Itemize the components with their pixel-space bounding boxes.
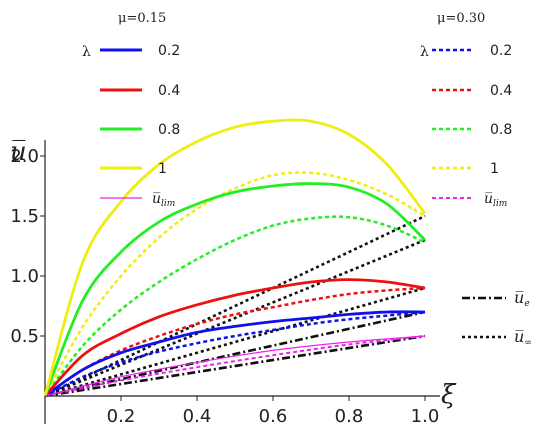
y-tick-label: 1.0 (10, 266, 39, 287)
series-line-mu030-0.8 (44, 215, 426, 397)
legend-lambda-symbol-mu015: λ (82, 44, 91, 60)
series-line-mu030-lim (44, 335, 426, 397)
series-line-mu015-0.2 (44, 310, 426, 398)
x-tick-label: 0.8 (335, 406, 364, 427)
x-tick-label: 0.6 (259, 406, 288, 427)
legend-label-015-02: 0.2 (158, 43, 180, 59)
series-line-mu030-0.2 (44, 310, 426, 398)
legend-title-mu030: μ=0.30 (437, 11, 485, 26)
series-line-mu030-1 (43, 171, 426, 397)
legend-label-030-04: 0.4 (490, 83, 512, 99)
x-tick-label: 0.4 (183, 406, 212, 427)
legend-label-030-1: 1 (490, 161, 499, 177)
legend-title-mu015: μ=0.15 (118, 11, 166, 26)
curves (43, 118, 427, 398)
legend-label-015-04: 0.4 (158, 83, 180, 99)
y-tick-label: 1.5 (10, 206, 39, 227)
series-line-mu015-1 (43, 118, 427, 397)
series-line-mu015-0.4 (43, 278, 426, 397)
legend-label-030-lim: u̅lim (484, 191, 507, 209)
y-tick-label: 0.5 (10, 326, 39, 347)
x-tick-label: 0.2 (107, 406, 136, 427)
series-line-ref-inf (44, 214, 426, 398)
x-tick-label: 1.0 (411, 406, 440, 427)
series-line-mu015-lim (44, 335, 426, 397)
axes: 0.2 0.4 0.6 0.8 1.0 0.5 1.0 1.5 2.0 ξ u̅ (10, 137, 457, 427)
y-axis-label: u̅ (10, 137, 27, 167)
legend-label-030-08: 0.8 (490, 122, 512, 138)
y-tick-label: 2.0 (10, 146, 39, 167)
series-line-mu015-0.8 (43, 182, 426, 397)
legend-label-015-1: 1 (158, 161, 167, 177)
legend-label-ref-e: u̅e (514, 288, 530, 309)
legend-label-015-08: 0.8 (158, 122, 180, 138)
series-line-ref-inf (44, 238, 426, 398)
x-axis-label: ξ (441, 380, 457, 410)
legends: μ=0.15 λ 0.2 0.4 0.8 1 u̅lim μ=0.30 λ 0.… (82, 11, 532, 348)
legend-lambda-symbol-mu030: λ (420, 44, 429, 60)
series-line-ref-e (44, 334, 426, 398)
legend-label-030-02: 0.2 (490, 43, 512, 59)
legend-label-015-lim: u̅lim (152, 191, 175, 209)
legend-label-ref-inf: u̅∞ (514, 327, 532, 348)
